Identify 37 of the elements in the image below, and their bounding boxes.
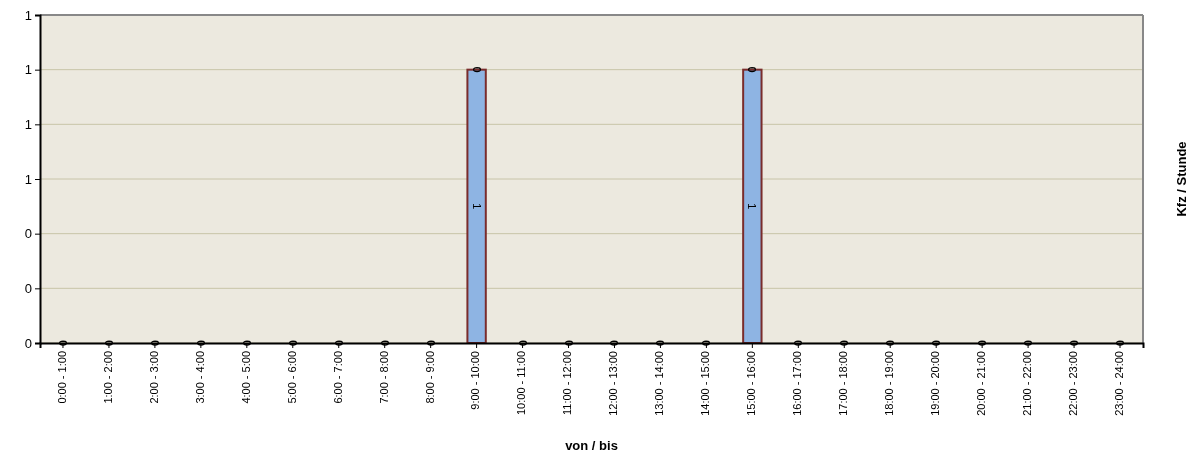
x-tick-label: 6:00 - 7:00 (331, 351, 344, 404)
x-tick-label: 11:00 - 12:00 (561, 351, 574, 416)
data-label: 1 (470, 203, 483, 210)
x-tick-label: 22:00 - 23:00 (1066, 351, 1079, 416)
x-tick-label: 13:00 - 14:00 (653, 351, 666, 416)
x-tick-label: 4:00 - 5:00 (239, 351, 252, 404)
x-tick-label: 12:00 - 13:00 (607, 351, 620, 416)
x-tick-label: 21:00 - 22:00 (1020, 351, 1033, 416)
y-tick-label: 0 (24, 226, 32, 242)
data-label: 0 (746, 66, 759, 73)
x-tick-label: 14:00 - 15:00 (699, 351, 712, 416)
x-tick-label: 9:00 - 10:00 (469, 351, 482, 410)
x-tick-label: 5:00 - 6:00 (285, 351, 298, 404)
x-tick-label: 8:00 - 9:00 (423, 351, 436, 404)
y-tick-label: 0 (24, 335, 32, 351)
y-tick-label: 1 (24, 62, 32, 78)
x-tick-label: 20:00 - 21:00 (975, 351, 987, 416)
x-tick-label: 7:00 - 8:00 (377, 351, 390, 404)
x-tick-label: 17:00 - 18:00 (837, 351, 850, 416)
x-tick-label: 15:00 - 16:00 (745, 351, 758, 416)
x-tick-label: 18:00 - 19:00 (883, 351, 896, 416)
data-label: 1 (746, 203, 759, 210)
x-tick-label: 19:00 - 20:00 (929, 351, 942, 416)
data-label: 0 (470, 66, 483, 73)
x-tick-label: 3:00 - 4:00 (193, 351, 206, 404)
y-tick-label: 0 (24, 280, 32, 296)
x-tick-label: 23:00 - 24:00 (1112, 351, 1125, 416)
y-axis-title: Kfz / Stunde (1174, 141, 1189, 217)
x-tick-label: 10:00 - 11:00 (515, 351, 528, 416)
y-tick-label: 1 (24, 171, 32, 187)
x-tick-label: 1:00 - 2:00 (101, 351, 114, 404)
x-axis-title: von / bis (565, 438, 618, 453)
x-tick-label: 16:00 - 17:00 (791, 351, 804, 416)
y-tick-label: 1 (24, 7, 32, 23)
x-tick-label: 0:00 - 1:00 (55, 351, 68, 404)
y-tick-label: 1 (24, 116, 32, 132)
x-tick-label: 2:00 - 3:00 (147, 351, 160, 404)
